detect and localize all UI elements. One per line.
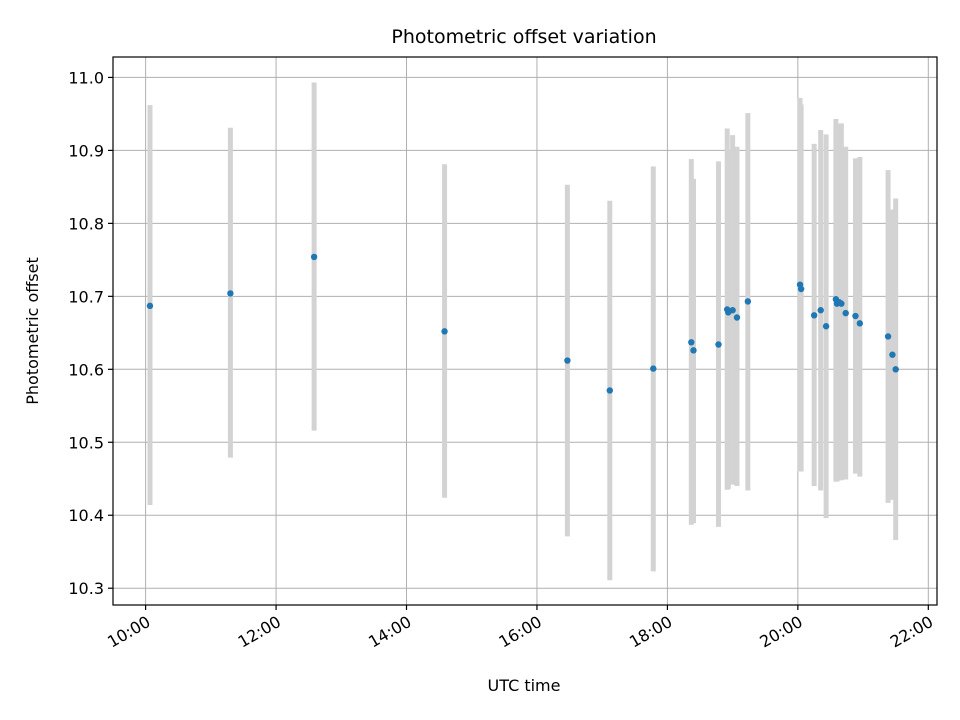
data-point	[842, 309, 849, 317]
data-point	[810, 312, 818, 319]
data-point	[892, 366, 899, 373]
data-point	[729, 307, 736, 314]
y-tick-label: 10.3	[68, 579, 104, 598]
y-tick-label: 10.5	[68, 433, 104, 452]
data-point	[310, 253, 318, 261]
data-point	[744, 298, 752, 305]
y-tick-label: 10.8	[68, 214, 104, 233]
y-tick-label: 11.0	[68, 68, 104, 87]
data-point	[146, 302, 154, 310]
data-point	[856, 320, 864, 327]
data-point	[797, 285, 805, 293]
data-points	[146, 253, 899, 394]
data-point	[606, 387, 613, 394]
data-point	[564, 357, 571, 364]
data-point	[441, 328, 448, 335]
data-point	[852, 312, 859, 320]
data-point	[884, 333, 892, 340]
y-tick-label: 10.4	[68, 506, 104, 525]
data-point	[690, 347, 697, 354]
data-point	[650, 365, 657, 372]
data-point	[822, 323, 830, 330]
x-axis-title: UTC time	[488, 676, 561, 695]
y-tick-label: 10.6	[68, 360, 104, 379]
data-point	[733, 314, 741, 321]
y-axis-title: Photometric offset	[23, 257, 42, 405]
plot-frame	[112, 56, 938, 606]
data-point	[889, 351, 896, 358]
data-point	[227, 290, 234, 297]
data-point	[838, 300, 845, 307]
y-tick-label: 10.9	[68, 141, 104, 160]
chart-title: Photometric offset variation	[391, 26, 656, 48]
data-point	[817, 307, 824, 314]
data-point	[715, 341, 722, 348]
data-point	[688, 339, 695, 346]
y-tick-label: 10.7	[68, 287, 104, 306]
